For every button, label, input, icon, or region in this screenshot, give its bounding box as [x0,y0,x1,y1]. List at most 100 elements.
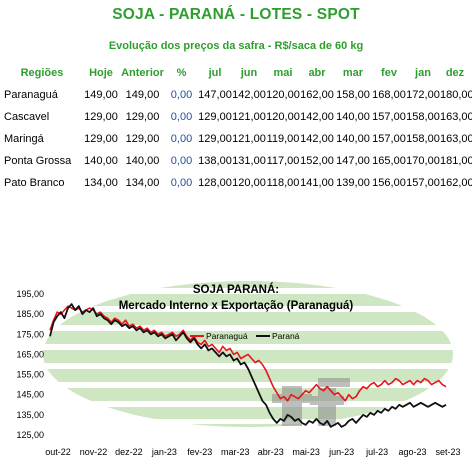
price-chart: 195,00 185,00 175,00 165,00 155,00 145,00 135,… [0,278,472,461]
cell-region: Cascavel [4,111,50,123]
col-header-abr: abr [308,67,326,79]
price-table: Regiões Hoje Anterior % jul jun mai abr … [2,62,472,194]
cell-value: 158,00 [406,111,440,123]
x-tick-label: fev-23 [187,447,212,457]
y-tick-label: 125,00 [16,430,44,440]
table-row: Pato Branco 134,00 134,00 0,00 128,00 12… [2,172,472,194]
cell-value: 138,00 [198,155,232,167]
y-tick-label: 195,00 [16,289,44,299]
cell-value: 156,00 [372,177,406,189]
chart-subtitle: Mercado Interno x Exportação (Paranaguá) [118,300,354,312]
cell-value: 140,00 [84,155,118,167]
cell-value: 162,00 [300,89,334,101]
cell-value: 168,00 [372,89,406,101]
cell-value: 158,00 [336,89,370,101]
cell-value: 117,00 [266,155,300,167]
cell-value: 180,00 [440,89,472,101]
cell-value: 147,00 [198,89,232,101]
cell-value: 163,00 [440,133,472,145]
x-tick-label: ago-23 [399,447,427,457]
cell-value: 172,00 [406,89,440,101]
cell-value: 142,00 [232,89,266,101]
cell-value: 158,00 [406,133,440,145]
y-tick-label: 135,00 [16,410,44,420]
cell-percent: 0,00 [170,155,193,167]
legend-label-parana: Paraná [272,331,300,341]
cell-value: 129,00 [125,111,160,123]
col-header-hoje: Hoje [89,67,113,79]
y-tick-label: 185,00 [16,309,44,319]
table-row: Ponta Grossa 140,00 140,00 0,00 138,00 1… [2,150,472,172]
cell-value: 142,00 [300,111,334,123]
cell-value: 181,00 [440,155,472,167]
x-tick-label: abr-23 [258,447,284,457]
x-tick-label: jun-23 [328,447,354,457]
chart-title: SOJA PARANÁ: [192,284,280,296]
col-header-jul: jul [208,67,222,79]
col-header-anterior: Anterior [121,67,164,79]
x-tick-label: set-23 [435,447,460,457]
cell-value: 140,00 [125,155,160,167]
col-header-dez: dez [445,67,465,79]
cell-value: 165,00 [372,155,406,167]
col-header-regioes: Regiões [20,67,64,79]
legend-label-paranagua: Paranaguá [206,331,248,341]
col-header-percent: % [176,67,187,79]
cell-value: 120,00 [232,177,266,189]
y-tick-label: 155,00 [16,370,44,380]
x-axis: out-22 nov-22 dez-22 jan-23 fev-23 mar-23 abr-… [45,447,460,457]
series-layer [49,303,447,428]
x-tick-label: mar-23 [221,447,250,457]
cell-value: 157,00 [372,133,406,145]
cell-region: Paranaguá [4,89,58,101]
col-header-jan: jan [415,67,431,79]
cell-value: 147,00 [336,155,370,167]
cell-value: 170,00 [406,155,440,167]
cell-value: 129,00 [84,133,118,145]
x-tick-label: mai-23 [292,447,320,457]
cell-value: 149,00 [84,89,118,101]
x-tick-label: jan-23 [151,447,177,457]
col-header-fev: fev [381,67,397,79]
cell-value: 163,00 [440,111,472,123]
col-header-mai: mai [273,67,293,79]
legend: Paranaguá Paraná [190,331,300,341]
cell-value: 139,00 [336,177,370,189]
cell-value: 134,00 [84,177,118,189]
x-tick-label: jul-23 [365,447,388,457]
cell-percent: 0,00 [170,133,193,145]
cell-value: 129,00 [198,111,232,123]
cell-value: 149,00 [125,89,160,101]
y-tick-label: 175,00 [16,329,44,339]
cell-percent: 0,00 [170,89,193,101]
cell-percent: 0,00 [170,111,193,123]
series-line-paranagua [49,305,447,402]
y-axis: 195,00 185,00 175,00 165,00 155,00 145,00 135,… [16,289,44,440]
cell-value: 121,00 [232,111,266,123]
cell-value: 152,00 [300,155,334,167]
cell-value: 140,00 [336,133,370,145]
table-row: Cascavel 129,00 129,00 0,00 129,00 121,0… [2,106,472,128]
col-header-jun: jun [240,67,258,79]
series-line-parana [49,303,447,428]
cell-value: 142,00 [300,133,334,145]
cell-value: 140,00 [336,111,370,123]
cell-value: 120,00 [266,89,300,101]
cell-value: 157,00 [372,111,406,123]
cell-value: 162,00 [440,177,472,189]
cell-value: 120,00 [266,111,300,123]
cell-region: Pato Branco [4,177,65,189]
y-tick-label: 145,00 [16,390,44,400]
x-tick-label: nov-22 [80,447,108,457]
x-tick-label: out-22 [45,447,71,457]
table-row: Maringá 129,00 129,00 0,00 129,00 121,00… [2,128,472,150]
cell-value: 119,00 [266,133,300,145]
cell-value: 129,00 [125,133,160,145]
x-tick-label: dez-22 [115,447,143,457]
cell-value: 141,00 [300,177,334,189]
price-chart-svg: 195,00 185,00 175,00 165,00 155,00 145,00 135,… [16,281,461,457]
col-header-mar: mar [342,67,364,79]
table-row: Paranaguá 149,00 149,00 0,00 147,00 142,… [2,84,472,106]
cell-value: 129,00 [84,111,118,123]
page-subtitle: Evolução dos preços da safra - R$/saca d… [108,40,364,52]
